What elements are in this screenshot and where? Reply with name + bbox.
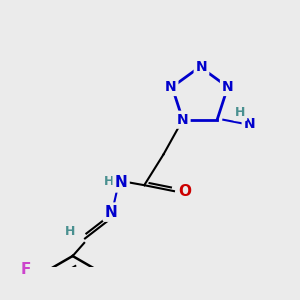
Text: H: H	[65, 225, 76, 238]
Text: N: N	[105, 205, 118, 220]
Text: F: F	[21, 262, 31, 277]
Text: H: H	[103, 175, 114, 188]
Text: N: N	[244, 117, 255, 130]
Text: H: H	[235, 106, 245, 119]
Text: N: N	[115, 176, 128, 190]
Text: N: N	[177, 113, 189, 127]
Text: N: N	[165, 80, 176, 94]
Text: N: N	[196, 60, 207, 74]
Text: N: N	[222, 80, 234, 94]
Text: O: O	[178, 184, 191, 199]
